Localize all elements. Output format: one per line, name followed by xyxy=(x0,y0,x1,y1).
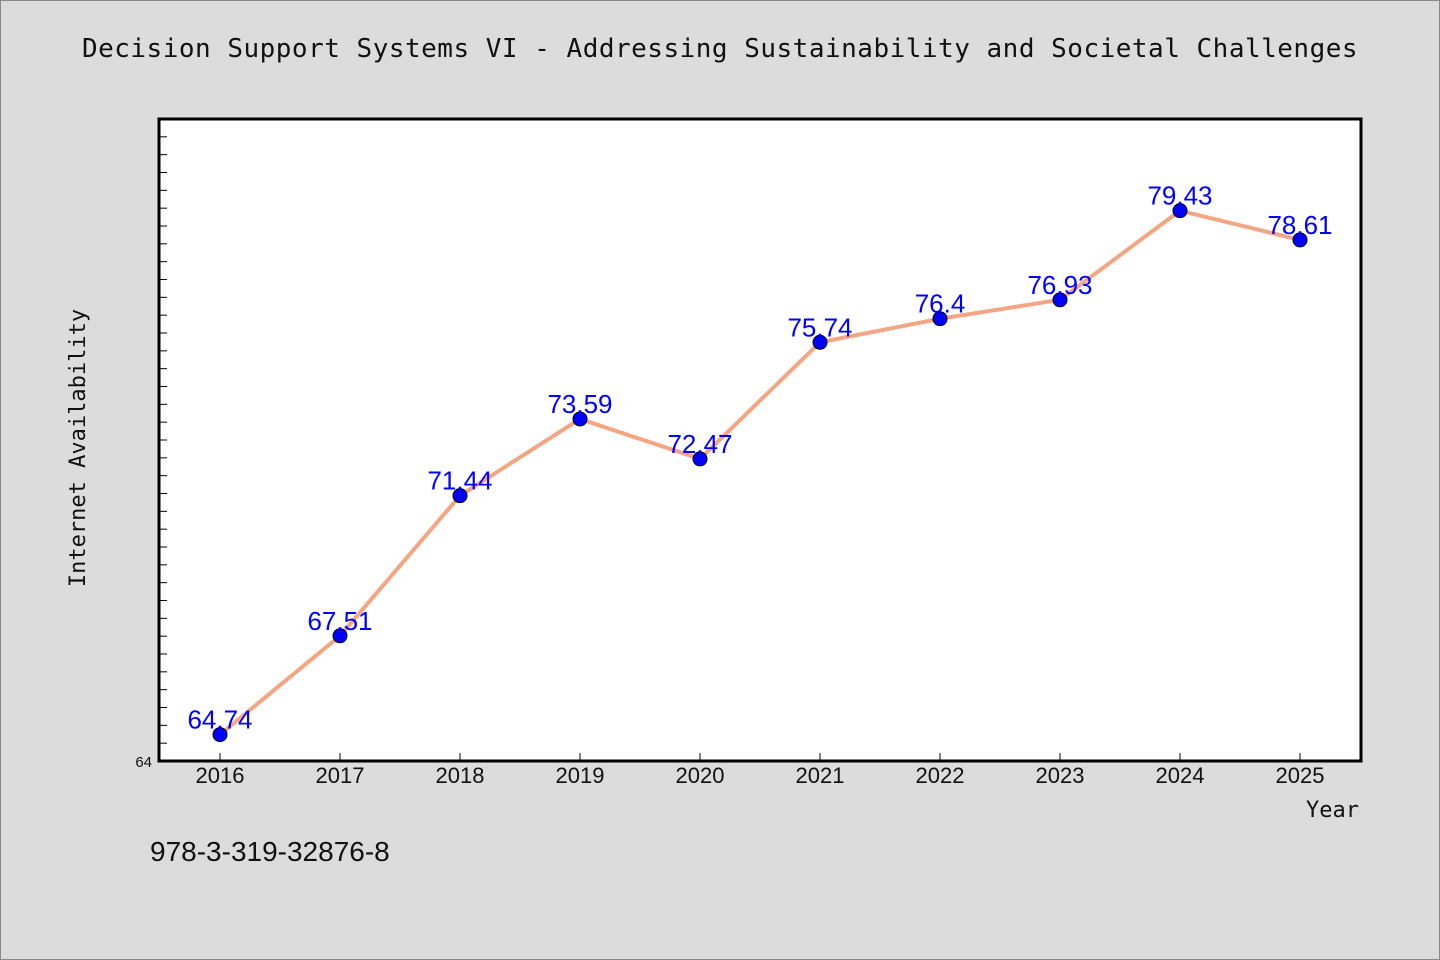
data-label: 64.74 xyxy=(187,705,252,735)
data-point xyxy=(932,311,948,327)
data-point xyxy=(452,488,468,504)
chart-title: Decision Support Systems VI - Addressing… xyxy=(81,34,1359,64)
data-label: 76.93 xyxy=(1027,270,1092,300)
data-label: 72.47 xyxy=(667,429,732,459)
data-point xyxy=(332,628,348,644)
data-label: 79.43 xyxy=(1147,181,1212,211)
x-tick-label: 2024 xyxy=(1156,763,1205,788)
data-label: 67.51 xyxy=(307,606,372,636)
data-labels: 64.74 67.51 71.44 73.59 72.47 75.74 76.4 76.93 7… xyxy=(187,181,1332,735)
isbn-number: 978-3-319-32876-8 xyxy=(150,836,390,867)
x-tick-label: 2017 xyxy=(316,763,365,788)
data-point xyxy=(692,451,708,467)
x-tick-label: 2022 xyxy=(916,763,965,788)
data-label: 76.4 xyxy=(915,289,966,319)
data-label: 71.44 xyxy=(427,466,492,496)
y-axis-ticks xyxy=(159,136,167,744)
data-point xyxy=(812,334,828,350)
x-tick-label: 2018 xyxy=(436,763,485,788)
data-point xyxy=(1172,203,1188,219)
series-line xyxy=(218,208,1301,737)
data-label: 73.59 xyxy=(547,389,612,419)
x-tick-label: 2019 xyxy=(556,763,605,788)
y-axis-title: Internet Availability xyxy=(66,309,91,587)
data-point xyxy=(212,727,228,743)
y-tick-label: 64 xyxy=(135,754,152,771)
data-point xyxy=(572,411,588,427)
data-points xyxy=(212,203,1308,743)
x-axis-ticks: 2016 2017 2018 2019 2020 2021 2022 2023 2024 2025 xyxy=(196,753,1325,788)
x-tick-label: 2016 xyxy=(196,763,245,788)
x-tick-label: 2023 xyxy=(1036,763,1085,788)
x-tick-label: 2020 xyxy=(676,763,725,788)
data-point xyxy=(1292,232,1308,248)
data-point xyxy=(1052,292,1068,308)
x-axis-title: Year xyxy=(1306,798,1359,823)
data-label: 78.61 xyxy=(1267,210,1332,240)
x-tick-label: 2025 xyxy=(1276,763,1325,788)
x-tick-label: 2021 xyxy=(796,763,845,788)
data-label: 75.74 xyxy=(787,312,852,342)
